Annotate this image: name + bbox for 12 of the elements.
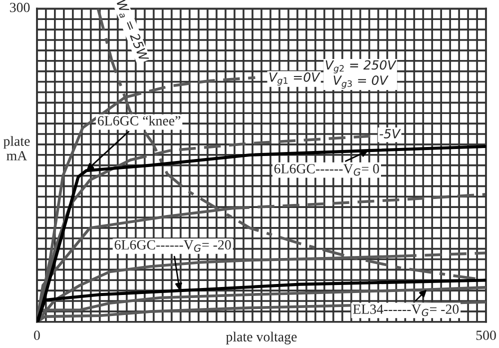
- annotation: -5V: [380, 129, 401, 138]
- annotation: 6L6GC------V$_{G}$= 0: [274, 164, 379, 176]
- x-tick-label: 0: [34, 330, 40, 340]
- annotation: 6L6GC------V$_{G}$= -20: [114, 240, 231, 252]
- annotation: V$_{g1}$ =0V: [269, 72, 320, 86]
- x-tick-label: 500: [476, 330, 496, 340]
- x-axis-title: plate voltage: [226, 332, 297, 344]
- annotation: 6L6GC “knee”: [98, 116, 180, 126]
- text: 300: [10, 2, 30, 12]
- annotation: EL34------V$_{G}$= -20: [353, 304, 459, 316]
- y-axis-title: plate mA: [3, 136, 30, 160]
- annotation: V$_{g2}$ = 250V V$_{g3}$ = 0V: [326, 60, 396, 89]
